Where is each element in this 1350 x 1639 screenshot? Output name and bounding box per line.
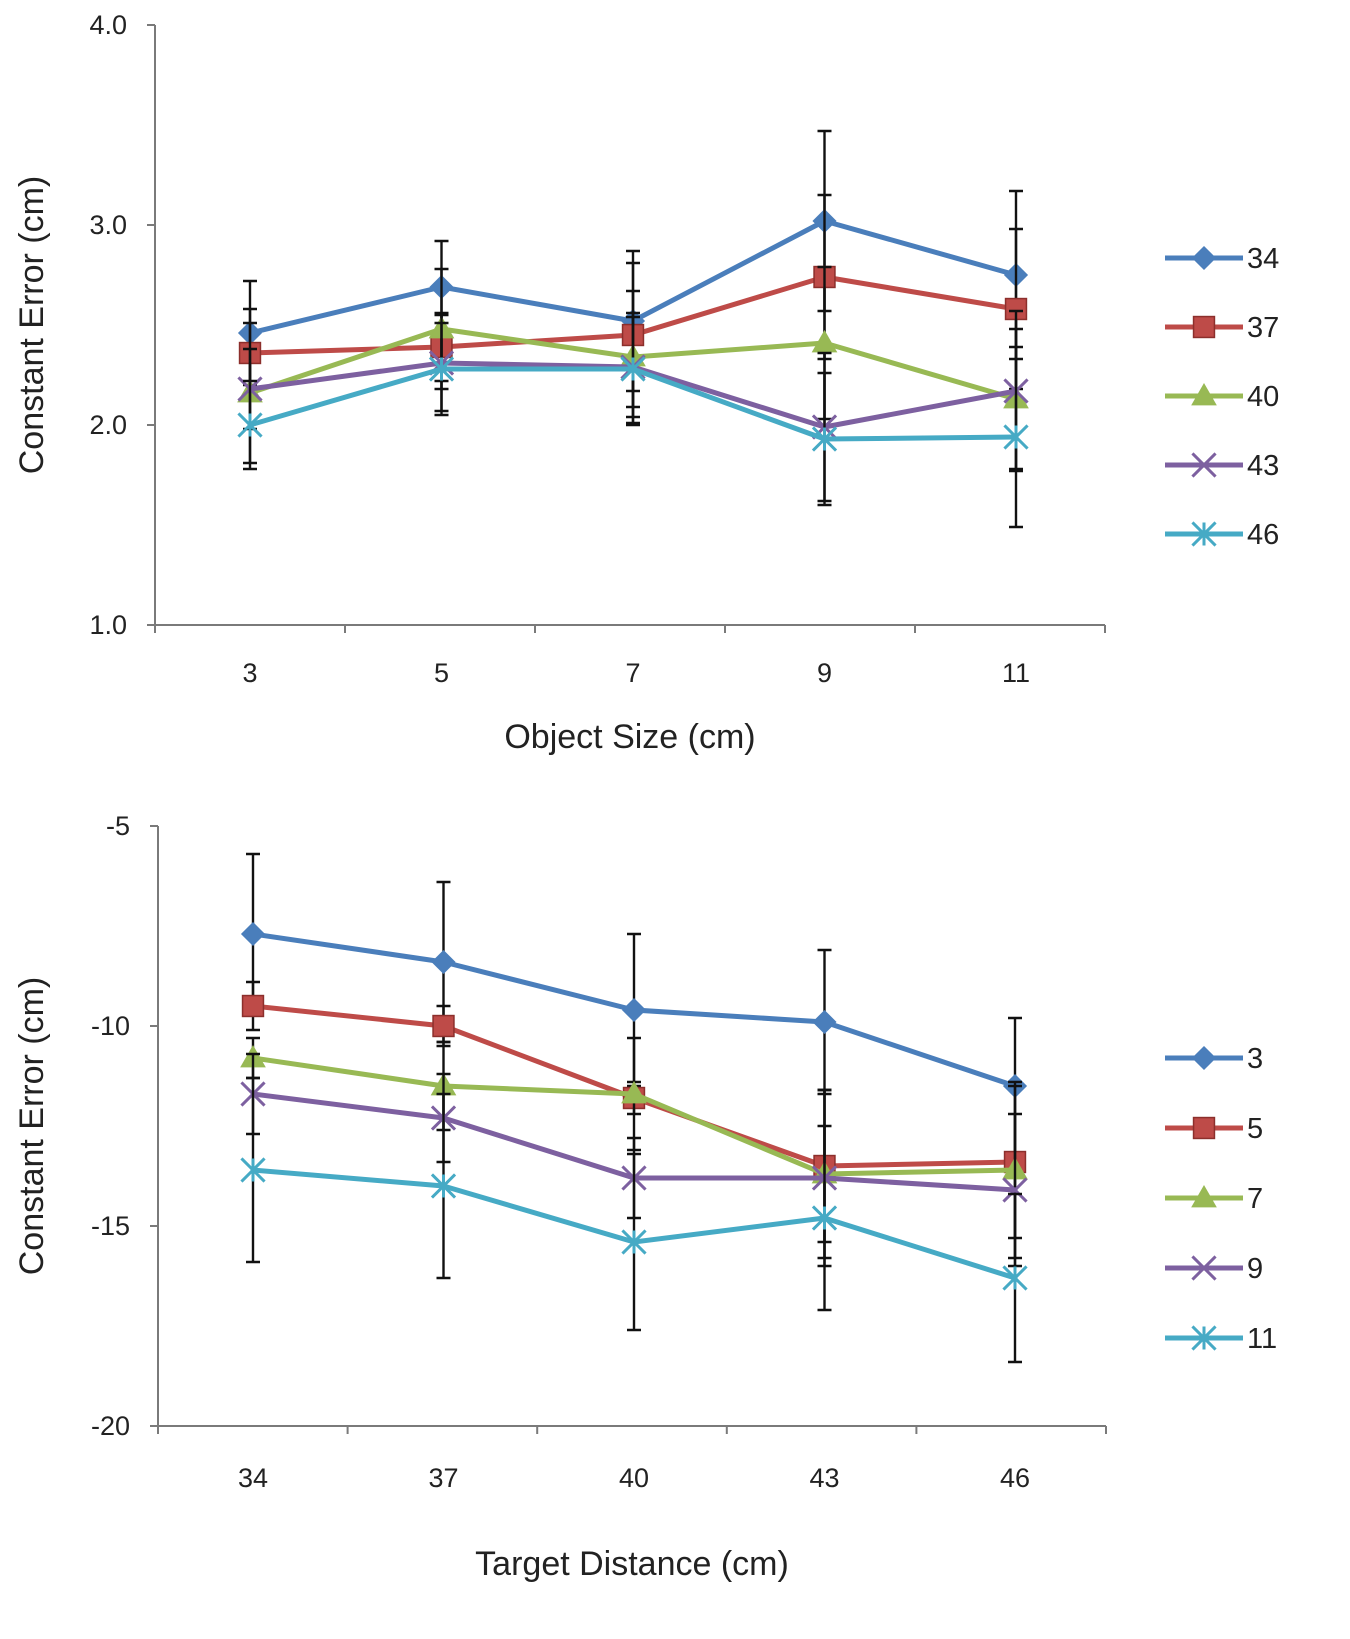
bottom-chart-legend-label: 5 <box>1247 1113 1263 1145</box>
bottom-chart-x-ticks: 34 37 40 43 46 <box>157 1426 1107 1493</box>
bottom-chart-x-tick-label: 46 <box>1000 1463 1030 1493</box>
bottom-chart-data-point <box>811 1205 838 1231</box>
bottom-chart-y-tick-label: -20 <box>91 1411 130 1441</box>
bottom-chart-legend-marker <box>1192 1116 1216 1140</box>
top-chart-legend-item-34: 34 <box>1165 243 1279 275</box>
top-chart-legend-marker <box>1191 382 1217 406</box>
bottom-chart-data-point <box>240 921 266 947</box>
top-chart-y-tick-label: 3.0 <box>89 210 127 240</box>
bottom-chart-data-point <box>432 1014 455 1038</box>
bottom-chart-legend-label: 9 <box>1247 1253 1263 1285</box>
top-chart-legend-label: 40 <box>1247 381 1279 413</box>
top-chart-x-tick-label: 7 <box>625 658 640 688</box>
bottom-chart: -20 -15 -10 -5 34 37 40 43 46 3 5 7 9 11 Constant E… <box>13 811 1277 1583</box>
bottom-chart-legend-item-5: 5 <box>1165 1113 1263 1145</box>
bottom-chart-x-tick-label: 37 <box>428 1463 458 1493</box>
bottom-chart-legend-item-11: 11 <box>1165 1323 1277 1355</box>
top-chart-legend-marker <box>1191 452 1217 478</box>
top-chart-x-tick-label: 11 <box>1002 658 1030 688</box>
bottom-chart-data-point <box>621 1229 647 1255</box>
bottom-chart-data-point <box>431 949 456 975</box>
bottom-chart-data-point <box>240 1157 266 1183</box>
bottom-chart-x-tick-label: 43 <box>809 1463 839 1493</box>
top-chart-data-point <box>237 412 263 438</box>
bottom-chart-series <box>240 852 1028 1364</box>
top-chart-series <box>237 129 1029 529</box>
bottom-chart-data-point <box>812 1009 837 1035</box>
bottom-chart-data-point <box>430 1173 457 1199</box>
bottom-chart-x-axis-title: Target Distance (cm) <box>475 1545 789 1583</box>
top-chart-legend-marker <box>1191 245 1217 271</box>
bottom-chart-data-point <box>621 997 647 1023</box>
top-chart-legend-item-40: 40 <box>1165 381 1279 413</box>
bottom-chart-data-point <box>1002 1265 1028 1291</box>
top-chart-data-point <box>620 356 646 382</box>
bottom-chart-data-point <box>241 994 265 1018</box>
bottom-chart-y-ticks: -20 -15 -10 -5 <box>91 811 158 1441</box>
top-chart-legend-item-46: 46 <box>1165 519 1279 551</box>
top-chart-legend-label: 43 <box>1247 450 1279 482</box>
bottom-chart-y-tick-label: -15 <box>91 1211 130 1241</box>
top-chart-data-point <box>1003 424 1029 450</box>
top-chart-data-point <box>811 426 838 452</box>
bottom-chart-legend-marker <box>1191 1045 1217 1071</box>
top-chart-y-ticks: 1.0 2.0 3.0 4.0 <box>89 10 155 640</box>
bottom-chart-legend-item-9: 9 <box>1165 1253 1263 1285</box>
bottom-chart-x-tick-label: 34 <box>238 1463 268 1493</box>
bottom-chart-data-point <box>621 1080 647 1104</box>
top-chart-x-tick-label: 3 <box>242 658 257 688</box>
bottom-chart-legend-marker <box>1191 1255 1217 1281</box>
bottom-chart-legend-label: 3 <box>1247 1043 1263 1075</box>
top-chart-legend-item-43: 43 <box>1165 450 1279 482</box>
top-chart-legend-label: 37 <box>1247 312 1279 344</box>
top-chart-data-point <box>811 329 838 353</box>
top-chart-legend-marker <box>1191 521 1217 547</box>
bottom-chart-legend-marker <box>1191 1325 1217 1351</box>
bottom-chart-axes <box>157 826 1106 1427</box>
top-chart-data-point <box>428 356 455 382</box>
top-chart-x-ticks: 3 5 7 9 11 <box>154 625 1106 688</box>
top-chart-x-axis-title: Object Size (cm) <box>504 718 755 756</box>
top-chart: 1.0 2.0 3.0 4.0 3 5 7 9 11 34 37 40 43 46 Constant … <box>13 10 1279 756</box>
top-chart-x-tick-label: 5 <box>434 658 449 688</box>
bottom-chart-y-tick-label: -5 <box>106 811 130 841</box>
bottom-chart-x-tick-label: 40 <box>619 1463 649 1493</box>
bottom-chart-legend-label: 11 <box>1247 1323 1277 1355</box>
top-chart-x-tick-label: 9 <box>817 658 832 688</box>
top-chart-legend-label: 34 <box>1247 243 1279 275</box>
bottom-chart-legend-item-7: 7 <box>1165 1183 1263 1215</box>
top-chart-legend-label: 46 <box>1247 519 1279 551</box>
bottom-chart-y-axis-title: Constant Error (cm) <box>13 977 51 1276</box>
bottom-chart-series-11 <box>240 1076 1028 1364</box>
top-chart-y-tick-label: 2.0 <box>89 410 127 440</box>
top-chart-legend: 34 37 40 43 46 <box>1165 243 1279 551</box>
top-chart-y-tick-label: 1.0 <box>89 610 127 640</box>
bottom-chart-y-tick-label: -10 <box>91 1011 130 1041</box>
top-chart-y-axis-title: Constant Error (cm) <box>13 176 51 475</box>
bottom-chart-data-point <box>1002 1177 1028 1203</box>
top-chart-axes <box>154 25 1105 626</box>
top-chart-series-46 <box>237 311 1029 529</box>
bottom-chart-legend-item-3: 3 <box>1165 1043 1263 1075</box>
bottom-chart-legend-marker <box>1191 1184 1217 1208</box>
bottom-chart-legend-label: 7 <box>1247 1183 1263 1215</box>
top-chart-legend-marker <box>1192 315 1216 339</box>
top-chart-y-tick-label: 4.0 <box>89 10 127 40</box>
bottom-chart-legend: 3 5 7 9 11 <box>1165 1043 1277 1355</box>
top-chart-legend-item-37: 37 <box>1165 312 1279 344</box>
